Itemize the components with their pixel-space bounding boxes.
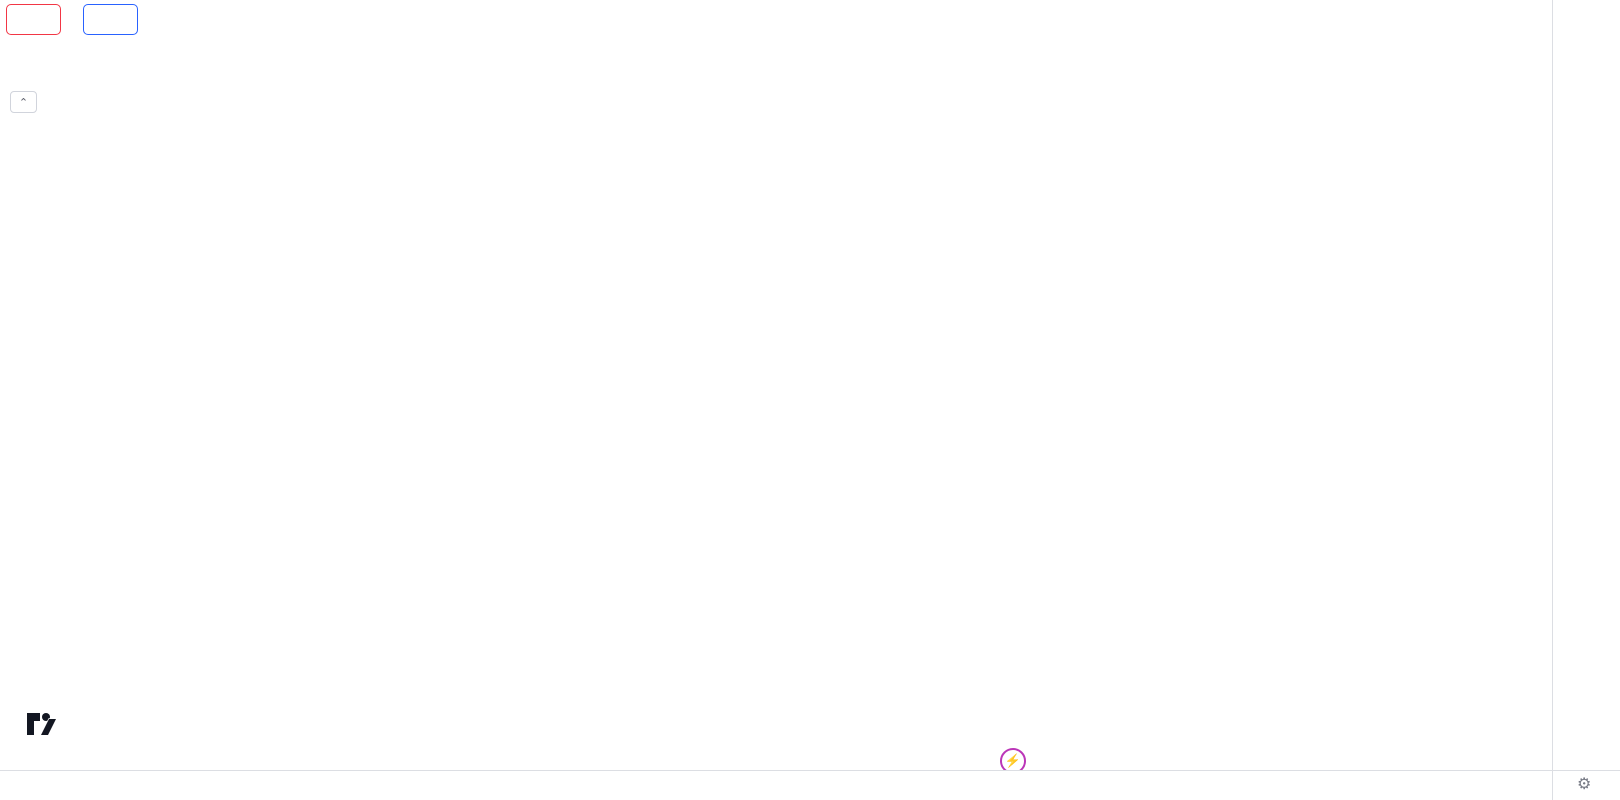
price-axis[interactable] bbox=[1552, 0, 1620, 770]
order-widget bbox=[6, 4, 138, 35]
legend-collapse-button[interactable]: ⌃ bbox=[10, 91, 37, 113]
chart-pane[interactable]: ⌃ ⚡ bbox=[0, 0, 1552, 770]
chevron-up-icon: ⌃ bbox=[18, 96, 29, 109]
sell-button[interactable] bbox=[6, 4, 61, 35]
legend-row-dogu-block[interactable] bbox=[4, 64, 18, 81]
lightning-icon: ⚡ bbox=[1004, 753, 1022, 768]
buy-button[interactable] bbox=[83, 4, 138, 35]
axis-corner: ⚙ bbox=[1552, 770, 1620, 800]
spread-value bbox=[69, 18, 75, 21]
tradingview-logo-icon bbox=[26, 712, 56, 736]
flash-lightning-button[interactable]: ⚡ bbox=[1000, 748, 1026, 770]
gear-icon[interactable]: ⚙ bbox=[1577, 776, 1592, 793]
chart-canvas[interactable] bbox=[0, 0, 1552, 770]
time-axis[interactable] bbox=[0, 770, 1552, 800]
tradingview-logo[interactable] bbox=[26, 710, 65, 738]
legend-row-mavilimw[interactable] bbox=[4, 41, 18, 58]
